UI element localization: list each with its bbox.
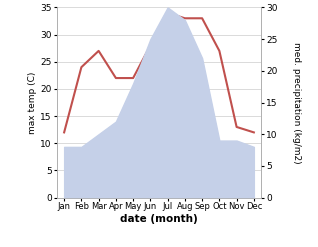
Y-axis label: max temp (C): max temp (C) (28, 71, 38, 134)
Y-axis label: med. precipitation (kg/m2): med. precipitation (kg/m2) (292, 42, 301, 163)
X-axis label: date (month): date (month) (120, 214, 198, 224)
